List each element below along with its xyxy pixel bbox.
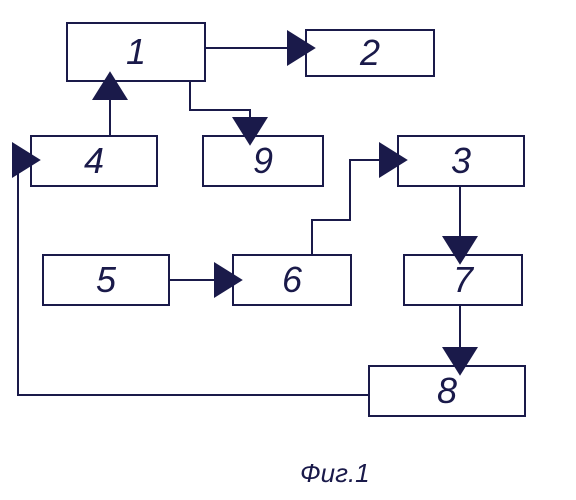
node-7: 7 xyxy=(403,254,523,306)
node-label: 4 xyxy=(84,143,104,179)
node-5: 5 xyxy=(42,254,170,306)
node-label: 7 xyxy=(453,262,473,298)
edge-n6-n3 xyxy=(312,160,397,254)
figure-caption: Фиг.1 xyxy=(300,458,370,489)
node-label: 9 xyxy=(253,143,273,179)
node-6: 6 xyxy=(232,254,352,306)
edge-n1-n9 xyxy=(190,82,250,135)
node-8: 8 xyxy=(368,365,526,417)
node-label: 6 xyxy=(282,262,302,298)
node-label: 2 xyxy=(360,35,380,71)
node-1: 1 xyxy=(66,22,206,82)
node-label: 5 xyxy=(96,262,116,298)
node-label: 3 xyxy=(451,143,471,179)
node-9: 9 xyxy=(202,135,324,187)
node-label: 1 xyxy=(126,34,146,70)
node-4: 4 xyxy=(30,135,158,187)
node-3: 3 xyxy=(397,135,525,187)
flowchart-canvas: 1 2 4 9 3 5 6 7 8 Фиг.1 xyxy=(0,0,576,500)
node-label: 8 xyxy=(437,373,457,409)
node-2: 2 xyxy=(305,29,435,77)
